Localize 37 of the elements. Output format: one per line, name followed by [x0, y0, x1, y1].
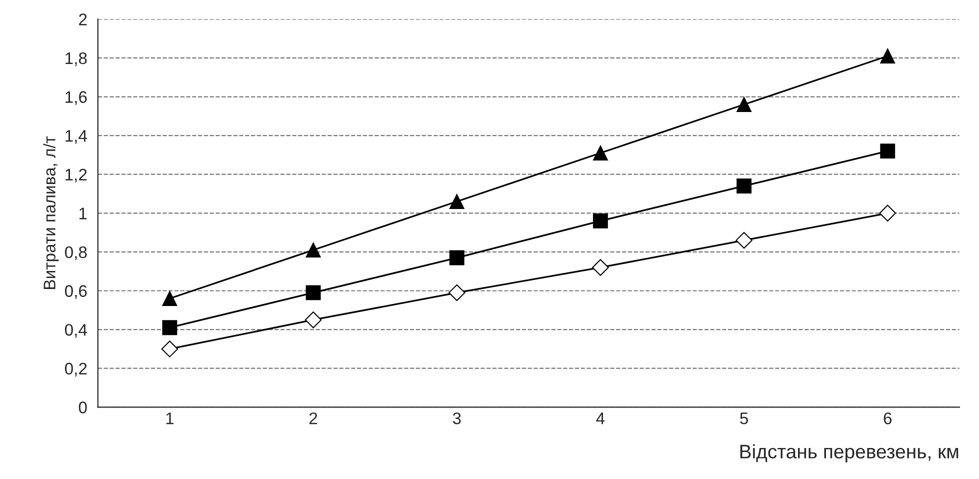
point	[306, 242, 321, 258]
point	[736, 97, 752, 112]
y-tick-label: 0,8	[64, 246, 87, 260]
point	[880, 144, 896, 159]
y-tick-label: 0	[78, 402, 87, 414]
y-tick-label: 0,2	[64, 362, 87, 377]
point	[449, 194, 464, 209]
point	[448, 284, 466, 302]
y-tick-label: 1,2	[66, 168, 87, 183]
point	[449, 250, 464, 266]
y-tick-label: 1,6	[66, 91, 87, 105]
point	[161, 340, 178, 358]
point	[592, 259, 609, 276]
point	[736, 178, 752, 194]
x-tick-label: 5	[740, 412, 748, 424]
y-tick-label: 1,4	[66, 130, 87, 144]
x-tick-label: 2	[309, 412, 318, 424]
y-tick-label: 0,6	[64, 285, 87, 299]
point	[306, 285, 321, 300]
point	[592, 213, 608, 228]
x-axis-title: Відстань перевезень, км	[740, 444, 958, 462]
y-axis-title: Витрати палива, л/т	[43, 136, 59, 289]
x-tick-label: 6	[884, 412, 892, 424]
point	[162, 291, 178, 306]
x-tick-label: 3	[452, 412, 461, 424]
y-tick-label: 0,4	[64, 324, 87, 338]
y-tick-label: 1	[79, 208, 87, 220]
point	[880, 48, 896, 64]
point	[736, 232, 752, 249]
y-tick-label: 2	[79, 14, 87, 26]
point	[879, 204, 896, 222]
x-tick-label: 4	[596, 412, 605, 424]
point	[162, 320, 178, 336]
point	[592, 146, 608, 160]
point	[304, 311, 322, 328]
y-tick-label: 1,8	[66, 52, 87, 66]
x-tick-label: 1	[166, 412, 174, 424]
